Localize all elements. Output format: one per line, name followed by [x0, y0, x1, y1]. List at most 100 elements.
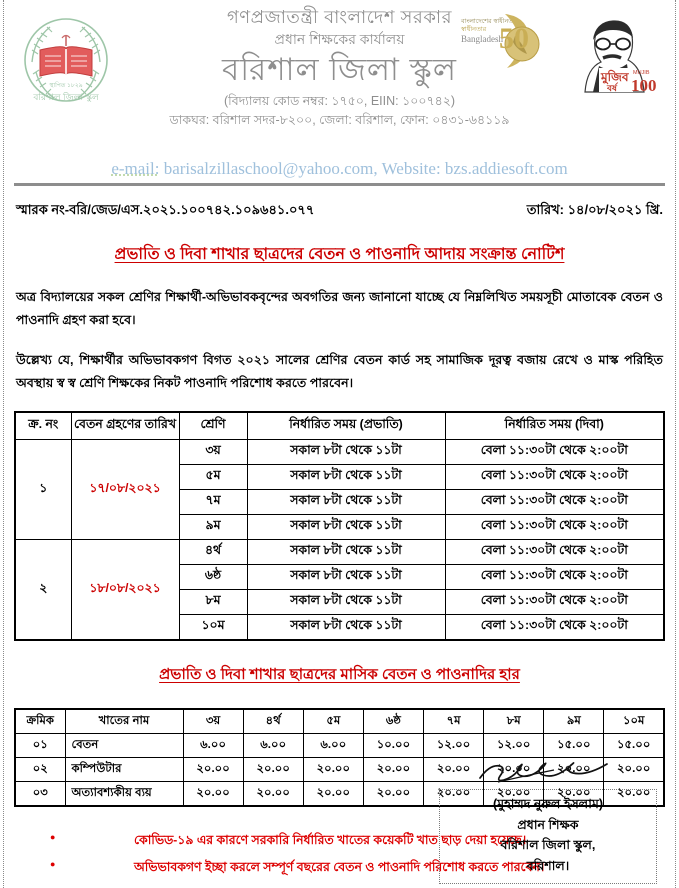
bangladesh-50-logo-icon: বাংলাদেশের স্বাধীনতার স্বাধীনতার Banglad…: [459, 10, 547, 72]
list-item: কোভিড-১৯ এর কারণে সরকারি নির্ধারিত খাতের…: [14, 827, 665, 854]
fees-value: ২০.০০: [362, 781, 425, 807]
signatory-designation: প্রধান শিক্ষক: [517, 817, 579, 832]
contact-line: e-mail: barisalzillaschool@yahoo.com, We…: [14, 158, 665, 181]
fees-header-class-3: ৩য়: [182, 708, 244, 735]
schedule-header-day: নির্ধারিত সময় (দিবা): [444, 411, 665, 441]
table-row: ০২ কম্পিউটার ২০.০০ ২০.০০ ২০.০০ ২০.০০ ২০.…: [14, 757, 665, 783]
logo-50-number: 50: [499, 22, 529, 55]
school-address-line: ডাকঘর: বরিশাল সদর-৮২০০, জেলা: বরিশাল, ফো…: [169, 113, 510, 127]
schedule-morning: সকাল ৮টা থেকে ১১টা: [246, 589, 446, 616]
school-code-line: (বিদ্যালয় কোড নম্বর: ১৭৫০, EIIN: ১০০৭৪২…: [224, 94, 455, 109]
fees-sl: ০৩: [14, 781, 66, 807]
schedule-morning: সকাল ৮টা থেকে ১১টা: [246, 514, 446, 541]
table-row: ৯ম সকাল ৮টা থেকে ১১টা বেলা ১১:৩০টা থেকে …: [15, 514, 665, 541]
signatory-school: বরিশাল জিলা স্কুল,: [500, 838, 596, 853]
table-row: ২ ১৮/০৮/২০২১ ৪র্থ সকাল ৮টা থেকে ১১টা বেল…: [14, 539, 665, 641]
schedule-day: বেলা ১১:৩০টা থেকে ২:০০টা: [444, 514, 665, 541]
fees-value: ২০.০০: [182, 757, 244, 783]
schedule-sl: ২: [14, 539, 72, 641]
logo-50-label: Bangladesh: [461, 34, 503, 44]
schedule-header-date: বেতন গ্রহণের তারিখ: [70, 411, 180, 441]
fees-header-class-8: ৮ম: [483, 708, 545, 735]
signature-block: (মুহাম্মদ নুরুল ইসলাম) প্রধান শিক্ষক বরি…: [439, 752, 657, 884]
fees-header-row: ক্রমিক খাতের নাম ৩য় ৪র্থ ৫ম ৬ষ্ঠ ৭ম ৮ম …: [14, 708, 665, 735]
email-value[interactable]: barisalzillaschool@yahoo.com,: [163, 159, 378, 178]
mujib-sub-text: বর্ষ: [606, 82, 619, 93]
schedule-morning: সকাল ৮টা থেকে ১১টা: [246, 464, 446, 491]
fees-header-class-9: ৯ম: [543, 708, 605, 735]
schedule-day: বেলা ১১:৩০টা থেকে ২:০০টা: [444, 539, 665, 566]
schedule-table: ক্র. নং বেতন গ্রহণের তারিখ শ্রেণি নির্ধা…: [14, 411, 665, 642]
table-row: ০১ বেতন ৬.০০ ৬.০০ ৬.০০ ১০.০০ ১২.০০ ১২.০০…: [14, 733, 665, 759]
table-row: ১০ম সকাল ৮টা থেকে ১১টা বেলা ১১:৩০টা থেকে…: [15, 614, 665, 641]
schedule-class: ৭ম: [178, 489, 248, 516]
fees-header-class-7: ৭ম: [422, 708, 485, 735]
fees-header-name: খাতের নাম: [64, 708, 184, 735]
crest-caption-text: বরিশাল জিলা স্কুল: [32, 92, 99, 103]
fees-sl: ০২: [14, 757, 66, 783]
crest-est-text: স্থাপিত ১৮২৯: [48, 82, 82, 89]
fees-head-name: কম্পিউটার: [64, 757, 184, 783]
fees-value: ২০.০০: [603, 781, 665, 807]
header-text-block: গণপ্রজাতন্ত্রী বাংলাদেশ সরকার প্রধান শিক…: [14, 4, 665, 129]
schedule-class: ৪র্থ: [178, 539, 248, 566]
schedule-header-row: ক্র. নং বেতন গ্রহণের তারিখ শ্রেণি নির্ধা…: [14, 411, 665, 441]
schedule-date: ১৮/০৮/২০২১: [70, 539, 180, 641]
fees-header-class-5: ৫ম: [302, 708, 364, 735]
fees-header-class-10: ১০ম: [603, 708, 665, 735]
fees-value: ১৫.০০: [603, 733, 665, 759]
schedule-class: ৩য়: [178, 439, 248, 466]
list-item: অভিভাবকগণ ইচ্ছা করলে সম্পূর্ণ বছরের বেতন…: [14, 854, 665, 881]
fees-value: ২০.০০: [543, 757, 605, 783]
letterhead: স্থাপিত ১৮২৯ বরিশাল জিলা স্কুল গণপ্রজাতন…: [14, 4, 665, 156]
mujib-text: মুজিব: [600, 69, 630, 86]
signatory-place: বরিশাল।: [526, 859, 570, 874]
mujib-number: 100: [631, 76, 657, 95]
school-crest-icon: স্থাপিত ১৮২৯ বরিশাল জিলা স্কুল: [16, 10, 116, 114]
schedule-class: ১০ম: [178, 614, 248, 641]
schedule-class: ৬ষ্ঠ: [178, 564, 248, 591]
svg-text:স্বাধীনতার: স্বাধীনতার: [460, 25, 487, 33]
paragraph-1: অত্র বিদ্যালয়ের সকল শ্রেণির শিক্ষার্থী-…: [16, 289, 663, 328]
schedule-day: বেলা ১১:৩০টা থেকে ২:০০টা: [444, 589, 665, 616]
schedule-class: ৮ম: [178, 589, 248, 616]
notice-title: প্রভাতি ও দিবা শাখার ছাত্রদের বেতন ও পাও…: [114, 245, 565, 263]
svg-text:MUJIB: MUJIB: [633, 70, 650, 76]
fees-value: ২০.০০: [242, 757, 304, 783]
notes-list: কোভিড-১৯ এর কারণে সরকারি নির্ধারিত খাতের…: [14, 827, 665, 880]
memo-number: স্মারক নং-বরি/জেড/এস.২০২১.১০০৭৪২.১০৯৬৪১.…: [16, 201, 315, 217]
fees-header-sl: ক্রমিক: [14, 708, 66, 735]
schedule-day: বেলা ১১:৩০টা থেকে ২:০০টা: [444, 564, 665, 591]
website-label: Website:: [381, 159, 441, 178]
schedule-day: বেলা ১১:৩০টা থেকে ২:০০টা: [444, 614, 665, 641]
paragraph-2: উল্লেখ্য যে, শিক্ষার্থীর অভিভাবকগণ বিগত …: [16, 352, 663, 390]
fees-value: ৬.০০: [242, 733, 304, 759]
signatory-name: (মুহাম্মদ নুরুল ইসলাম): [492, 796, 604, 811]
fees-value: ২০.০০: [362, 757, 425, 783]
fees-header-class-4: ৪র্থ: [242, 708, 304, 735]
schedule-day: বেলা ১১:৩০টা থেকে ২:০০টা: [444, 489, 665, 516]
header-divider: [14, 182, 665, 186]
memo-date: তারিখ: ১৪/০৮/২০২১ খ্রি.: [526, 201, 663, 217]
mujib-borsho-logo-icon: মুজিব বর্ষ MUJIB 100: [555, 6, 659, 98]
website-value[interactable]: bzs.addiesoft.com: [444, 159, 568, 178]
table-row: ১ ১৭/০৮/২০২১ ৩য় সকাল ৮টা থেকে ১১টা বেলা…: [14, 439, 665, 541]
email-label: e-mail:: [111, 159, 160, 178]
schedule-morning: সকাল ৮টা থেকে ১১টা: [246, 489, 446, 516]
schedule-morning: সকাল ৮টা থেকে ১১টা: [246, 439, 446, 466]
fees-head-name: অত্যাবশ্যকীয় ব্যয়: [64, 781, 184, 807]
schedule-header-morning: নির্ধারিত সময় (প্রভাতি): [246, 411, 446, 441]
schedule-class: ৫ম: [178, 464, 248, 491]
logo-50-top-text: বাংলাদেশের স্বাধীনতার: [460, 17, 519, 25]
table-row: ৭ম সকাল ৮টা থেকে ১১টা বেলা ১১:৩০টা থেকে …: [15, 489, 665, 516]
fees-value: ২০.০০: [242, 781, 304, 807]
fees-header-class-6: ৬ষ্ঠ: [362, 708, 425, 735]
fees-sl: ০১: [14, 733, 66, 759]
schedule-date: ১৭/০৮/২০২১: [70, 439, 180, 541]
schedule-morning: সকাল ৮টা থেকে ১১টা: [246, 539, 446, 566]
signature-box: (মুহাম্মদ নুরুল ইসলাম) প্রধান শিক্ষক বরি…: [439, 788, 657, 884]
fees-value: ২০.০০: [603, 757, 665, 783]
fees-value: ১০.০০: [362, 733, 425, 759]
